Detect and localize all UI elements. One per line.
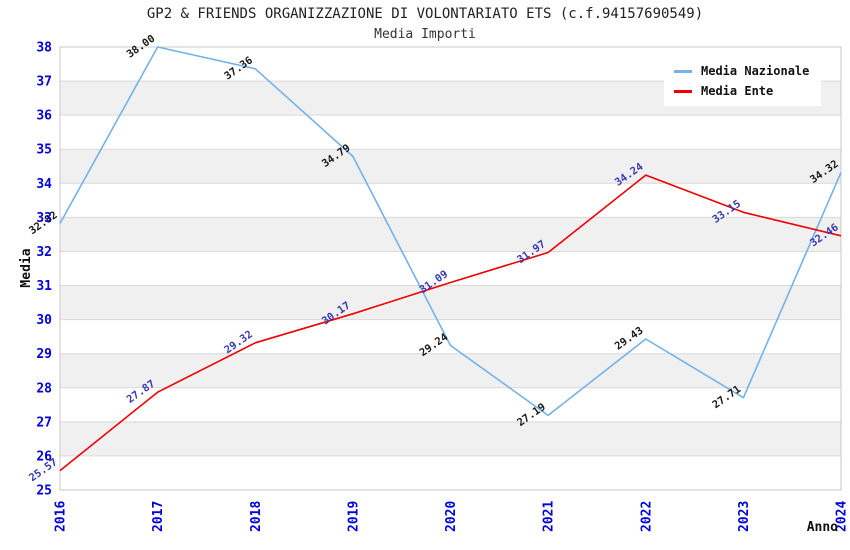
grid-band <box>60 353 841 388</box>
grid-band <box>60 149 841 184</box>
y-tick-label: 38 <box>36 41 52 56</box>
x-tick-label: 2019 <box>346 501 361 532</box>
grid-bands <box>60 81 841 456</box>
legend-label: Media Ente <box>701 84 774 98</box>
y-tick-label: 27 <box>36 415 52 430</box>
y-axis-title: Media <box>19 248 34 287</box>
x-tick-label: 2017 <box>151 501 166 532</box>
series-line-media-ente <box>59 174 842 472</box>
x-tick-label: 2018 <box>249 501 264 532</box>
plot-border-rect <box>59 46 842 491</box>
y-tick-label: 26 <box>36 449 52 464</box>
plot-border <box>59 46 842 491</box>
x-axis-title: Anno <box>807 520 838 535</box>
point-label: 29.43 <box>613 325 646 353</box>
point-label: 29.32 <box>222 328 255 356</box>
y-tick-label: 34 <box>36 177 52 192</box>
y-tick-label: 32 <box>36 245 52 260</box>
y-tick-label: 29 <box>36 347 52 362</box>
y-tick-labels: 25 26 27 28 29 30 31 32 33 34 35 36 37 38 <box>36 41 52 499</box>
legend-swatch <box>674 69 692 73</box>
chart-subtitle: Media Importi <box>374 27 476 42</box>
x-tick-label: 2022 <box>639 501 654 532</box>
legend-item-media-nazionale: Media Nazionale <box>674 61 809 81</box>
legend: Media Nazionale Media Ente <box>664 56 822 106</box>
y-tick-label: 37 <box>36 75 52 90</box>
y-tick-label: 25 <box>36 484 52 499</box>
legend-label: Media Nazionale <box>701 64 810 78</box>
series-lines <box>59 46 842 472</box>
legend-item-media-ente: Media Ente <box>674 81 809 101</box>
grid-band <box>60 421 841 456</box>
y-tick-label: 30 <box>36 313 52 328</box>
y-tick-label: 31 <box>36 279 52 294</box>
y-tick-label: 33 <box>36 211 52 226</box>
grid-band <box>60 217 841 252</box>
x-tick-label: 2023 <box>737 501 752 532</box>
x-tick-labels: 2016 2017 2018 2019 2020 2021 2022 2023 2024 <box>54 501 850 532</box>
series-line-media-nazionale <box>59 46 842 417</box>
gridlines <box>60 80 841 457</box>
chart-title: GP2 & FRIENDS ORGANIZZAZIONE DI VOLONTAR… <box>146 6 704 22</box>
y-tick-label: 28 <box>36 381 52 396</box>
y-tick-label: 36 <box>36 109 52 124</box>
y-tick-label: 35 <box>36 143 52 158</box>
legend-swatch <box>674 89 692 93</box>
x-tick-label: 2020 <box>444 501 459 532</box>
x-tick-label: 2021 <box>542 501 557 532</box>
x-tick-label: 2016 <box>54 501 69 532</box>
x-tick-label: 2024 <box>835 501 850 532</box>
grid-band <box>60 285 841 320</box>
